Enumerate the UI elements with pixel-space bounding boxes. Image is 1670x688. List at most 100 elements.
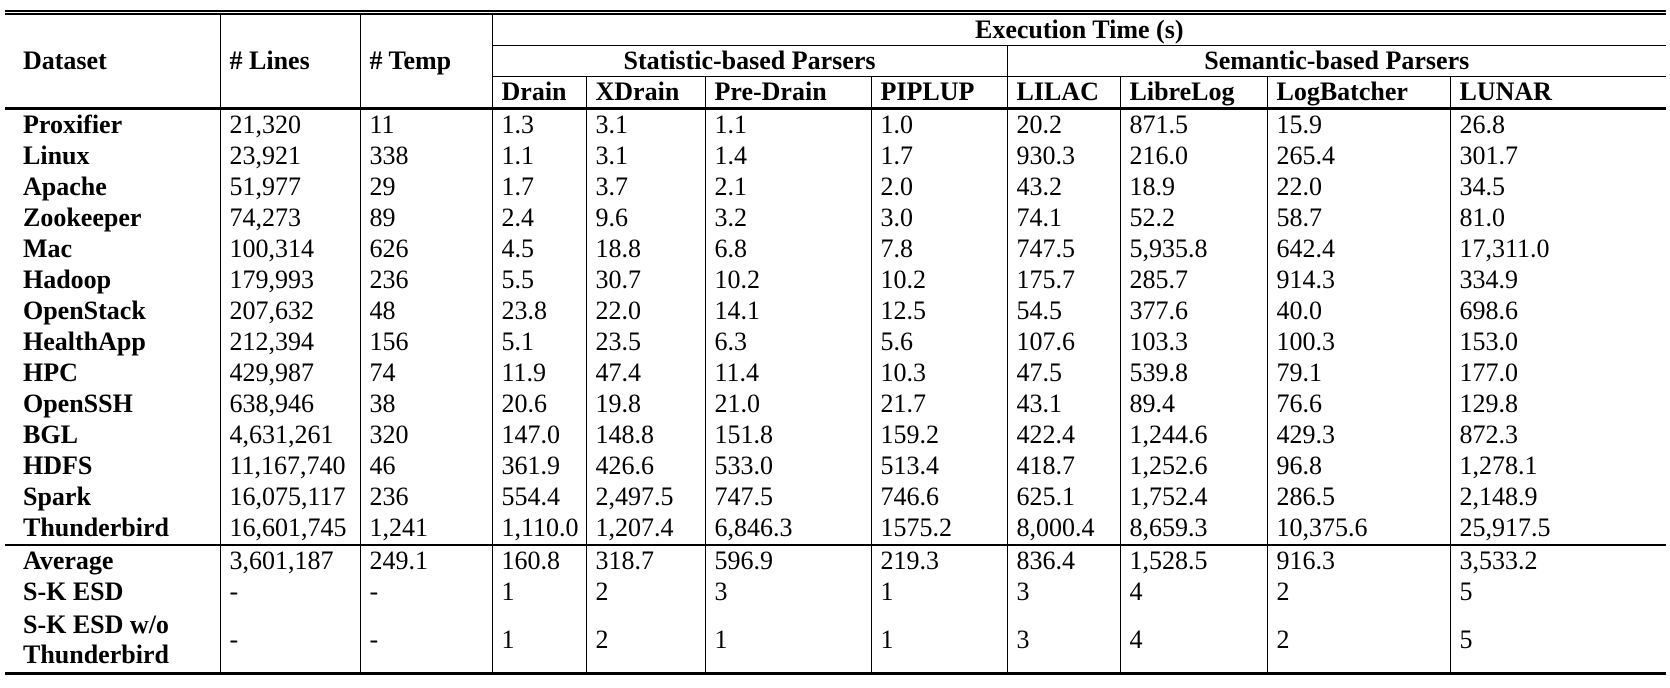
- execution-time-cell: 43.1: [1006, 389, 1120, 420]
- table-row: HPC 429,987 74 11.9 47.4 11.4 10.3 47.5 539.8 79.…: [5, 358, 1666, 389]
- lines-count-cell: 51,977: [219, 172, 360, 203]
- execution-time-cell: 1: [704, 608, 871, 674]
- execution-time-cell: 12.5: [870, 296, 1007, 327]
- execution-time-cell: 2.1: [704, 172, 871, 203]
- execution-time-cell: 43.2: [1006, 172, 1120, 203]
- template-count-cell: 338: [359, 141, 492, 172]
- execution-time-cell: 2.0: [870, 172, 1007, 203]
- execution-time-cell: 4: [1119, 577, 1267, 608]
- dataset-name-cell: S-K ESD: [23, 577, 124, 607]
- execution-time-cell: 58.7: [1266, 203, 1450, 234]
- template-count-cell: 29: [359, 172, 492, 203]
- template-count-cell: 38: [359, 389, 492, 420]
- execution-time-cell: 8,000.4: [1006, 513, 1120, 545]
- parser-column-header-lilac: LILAC: [1006, 76, 1120, 110]
- execution-time-cell: 318.7: [585, 544, 705, 577]
- execution-time-cell: 1,207.4: [585, 513, 705, 545]
- execution-time-cell: 23.8: [491, 296, 586, 327]
- table-row: S-K ESD w/o Thunderbird - -1 2 1 1 3 4 2 5: [5, 608, 1666, 674]
- execution-time-cell: 1: [491, 577, 586, 608]
- semantic-parsers-group-header: Semantic-based Parsers: [1006, 45, 1666, 77]
- dataset-name-cell: OpenStack: [23, 296, 146, 326]
- lines-count-cell: 3,601,187: [219, 544, 360, 577]
- lines-column-header: # Lines: [219, 12, 360, 110]
- lines-count-cell: 207,632: [219, 296, 360, 327]
- execution-time-cell: 177.0: [1449, 358, 1666, 389]
- template-count-cell: -: [359, 577, 492, 608]
- parser-column-header-xdrain: XDrain: [585, 76, 705, 110]
- dataset-name-cell: Spark: [23, 482, 91, 512]
- execution-time-cell: 10.2: [870, 265, 1007, 296]
- execution-time-cell: 426.6: [585, 451, 705, 482]
- template-count-cell: 236: [359, 482, 492, 513]
- dataset-name-cell: HDFS: [23, 451, 93, 481]
- template-count-cell: 46: [359, 451, 492, 482]
- execution-time-cell: 10,375.6: [1266, 513, 1450, 545]
- execution-time-cell: 34.5: [1449, 172, 1666, 203]
- lines-count-cell: 23,921: [219, 141, 360, 172]
- execution-time-cell: 54.5: [1006, 296, 1120, 327]
- table-row: HealthApp 212,394 156 5.1 23.5 6.3 5.6 107.6 103…: [5, 327, 1666, 358]
- execution-time-cell: 596.9: [704, 544, 871, 577]
- execution-time-cell: 151.8: [704, 420, 871, 451]
- table-row: Mac 100,314 626 4.5 18.8 6.8 7.8 747.5 5,935.8 64…: [5, 234, 1666, 265]
- execution-time-cell: 22.0: [1266, 172, 1450, 203]
- execution-time-cell: 1.1: [491, 141, 586, 172]
- table-row: HDFS 11,167,740 46 361.9 426.6 533.0 513.4 418.…: [5, 451, 1666, 482]
- execution-time-cell: 7.8: [870, 234, 1007, 265]
- dataset-name-cell: HPC: [23, 358, 78, 388]
- parser-column-header-drain: Drain: [491, 76, 586, 110]
- execution-time-cell: 422.4: [1006, 420, 1120, 451]
- header-row-parsers: Drain XDrain Pre-Drain PIPLUP LILAC Libr…: [5, 76, 1666, 110]
- parser-column-header-predrain: Pre-Drain: [704, 76, 871, 110]
- execution-time-cell: 18.9: [1119, 172, 1267, 203]
- dataset-name-cell: Hadoop: [23, 265, 112, 295]
- lines-count-cell: 212,394: [219, 327, 360, 358]
- execution-time-cell: 1.7: [491, 172, 586, 203]
- execution-time-cell: 129.8: [1449, 389, 1666, 420]
- table-row: BGL 4,631,261 320 147.0 148.8 151.8 159.2 422.4…: [5, 420, 1666, 451]
- execution-time-cell: 361.9: [491, 451, 586, 482]
- execution-time-cell: 19.8: [585, 389, 705, 420]
- lines-count-cell: -: [219, 577, 360, 608]
- execution-time-cell: 429.3: [1266, 420, 1450, 451]
- lines-count-cell: 11,167,740: [219, 451, 360, 482]
- execution-time-cell: 2: [585, 608, 705, 674]
- template-count-cell: 249.1: [359, 544, 492, 577]
- execution-time-cell: 533.0: [704, 451, 871, 482]
- execution-time-cell: 100.3: [1266, 327, 1450, 358]
- execution-time-cell: 418.7: [1006, 451, 1120, 482]
- execution-time-cell: 1575.2: [870, 513, 1007, 545]
- lines-count-cell: 16,601,745: [219, 513, 360, 545]
- execution-time-cell: 9.6: [585, 203, 705, 234]
- execution-time-cell: 21.0: [704, 389, 871, 420]
- table-row: OpenSSH 638,946 38 20.6 19.8 21.0 21.7 43.1 89.4…: [5, 389, 1666, 420]
- table-row: Apache 51,977 29 1.7 3.7 2.1 2.0 43.2 18.9 22.0 34…: [5, 172, 1666, 203]
- execution-time-cell: 81.0: [1449, 203, 1666, 234]
- execution-time-cell: 3,533.2: [1449, 544, 1666, 577]
- dataset-column-header: Dataset: [5, 12, 220, 110]
- lines-count-cell: 100,314: [219, 234, 360, 265]
- execution-time-table: Dataset # Lines # Temp Execution Time (s…: [5, 10, 1666, 675]
- execution-time-cell: 5: [1449, 608, 1666, 674]
- template-count-cell: 11: [359, 108, 492, 141]
- execution-time-cell: 625.1: [1006, 482, 1120, 513]
- execution-time-cell: 175.7: [1006, 265, 1120, 296]
- table-row: S-K ESD - -1 2 3 1 3 4 2 5: [5, 577, 1666, 608]
- dataset-name-cell: OpenSSH: [23, 389, 133, 419]
- execution-time-cell: 871.5: [1119, 108, 1267, 141]
- header-row-groups: Statistic-based Parsers Semantic-based P…: [5, 45, 1666, 77]
- execution-time-cell: 5.1: [491, 327, 586, 358]
- execution-time-cell: 747.5: [704, 482, 871, 513]
- execution-time-cell: 3: [1006, 608, 1120, 674]
- execution-time-cell: 30.7: [585, 265, 705, 296]
- dataset-name-cell: Zookeeper: [23, 203, 142, 233]
- lines-count-cell: 638,946: [219, 389, 360, 420]
- execution-time-cell: 5.6: [870, 327, 1007, 358]
- parser-column-header-piplup: PIPLUP: [870, 76, 1007, 110]
- table-row: Proxifier 21,320 11 1.3 3.1 1.1 1.0 20.2 871.5 15…: [5, 108, 1666, 141]
- execution-time-cell: 2,497.5: [585, 482, 705, 513]
- dataset-name-cell: Thunderbird: [23, 513, 169, 543]
- execution-time-cell: 6,846.3: [704, 513, 871, 545]
- execution-time-cell: 6.3: [704, 327, 871, 358]
